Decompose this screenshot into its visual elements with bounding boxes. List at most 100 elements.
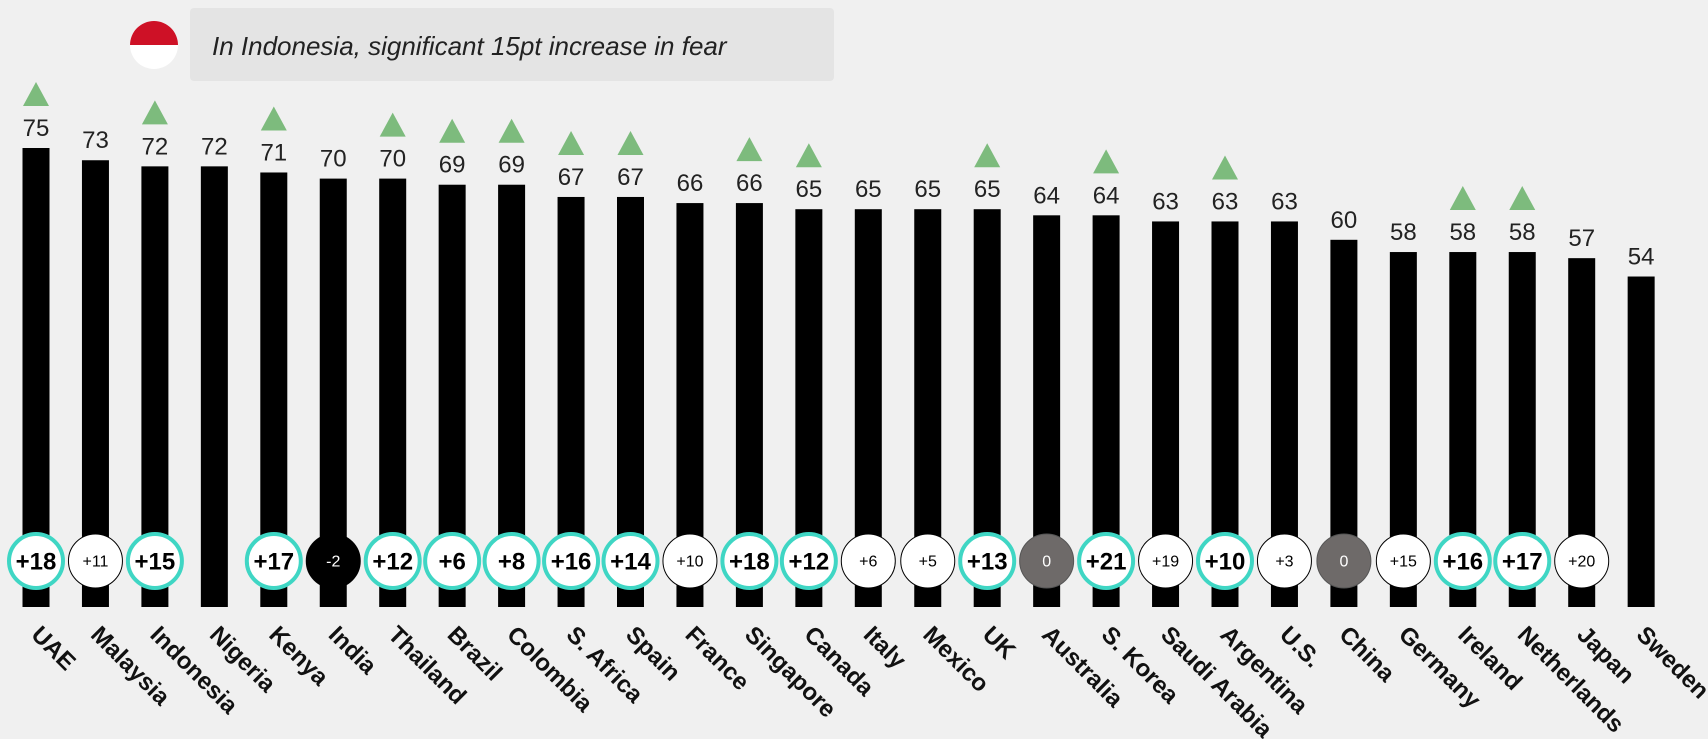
value-label: 70 bbox=[379, 146, 406, 173]
value-label: 65 bbox=[795, 176, 822, 203]
x-tick-label: Italy bbox=[858, 621, 912, 675]
significance-arrow bbox=[498, 118, 525, 143]
change-badge bbox=[1256, 533, 1312, 589]
change-badge bbox=[1196, 532, 1254, 590]
value-label: 64 bbox=[1033, 182, 1060, 209]
annotation: In Indonesia, significant 15pt increase … bbox=[212, 31, 728, 61]
change-badge bbox=[1554, 533, 1610, 589]
change-label: +6 bbox=[438, 548, 465, 575]
value-label: 71 bbox=[260, 139, 287, 166]
value-label: 65 bbox=[914, 176, 941, 203]
change-badge bbox=[840, 533, 896, 589]
value-label: 60 bbox=[1331, 207, 1358, 234]
significance-arrow bbox=[439, 118, 466, 143]
x-tick-label: UAE bbox=[26, 621, 81, 676]
change-label: 0 bbox=[1339, 554, 1348, 571]
change-label: +20 bbox=[1568, 554, 1595, 571]
value-label: 63 bbox=[1271, 188, 1298, 215]
change-badge bbox=[1433, 532, 1492, 590]
change-badge bbox=[1138, 533, 1194, 589]
value-label: 66 bbox=[677, 170, 704, 197]
change-badge bbox=[125, 532, 184, 590]
significance-arrow bbox=[974, 143, 1001, 168]
change-label: +6 bbox=[859, 554, 877, 571]
change-badge bbox=[720, 532, 779, 590]
bar bbox=[200, 166, 228, 608]
change-label: +10 bbox=[1205, 548, 1246, 575]
value-label: 67 bbox=[558, 164, 585, 191]
bar bbox=[81, 160, 109, 608]
change-badge bbox=[7, 532, 65, 590]
value-label: 58 bbox=[1449, 219, 1476, 246]
change-label: +17 bbox=[253, 548, 294, 575]
change-label: +13 bbox=[967, 548, 1008, 575]
change-badge bbox=[244, 532, 303, 590]
significance-arrow bbox=[23, 82, 49, 106]
change-label: +11 bbox=[82, 554, 108, 571]
change-label: +16 bbox=[1442, 548, 1483, 575]
change-label: +8 bbox=[498, 548, 525, 575]
x-tick-label: Mexico bbox=[918, 621, 995, 698]
change-badge bbox=[958, 532, 1017, 590]
change-badge bbox=[779, 532, 838, 590]
value-label: 66 bbox=[736, 170, 763, 197]
change-label: +5 bbox=[919, 554, 937, 571]
change-label: +12 bbox=[372, 548, 413, 575]
change-badge bbox=[67, 533, 123, 589]
change-label: +17 bbox=[1502, 548, 1543, 575]
change-badge bbox=[363, 532, 422, 590]
value-label: 54 bbox=[1628, 244, 1655, 271]
x-tick-label: China bbox=[1334, 621, 1401, 688]
value-label: 63 bbox=[1152, 188, 1179, 215]
change-badge bbox=[305, 533, 361, 589]
significance-arrow bbox=[260, 106, 287, 131]
significance-arrow bbox=[736, 137, 763, 162]
value-label: 69 bbox=[498, 152, 525, 179]
value-label: 65 bbox=[974, 176, 1001, 203]
change-badge bbox=[1316, 533, 1372, 589]
bar bbox=[22, 148, 50, 607]
annotation-box bbox=[190, 8, 834, 81]
value-label: 72 bbox=[201, 133, 228, 160]
change-label: +21 bbox=[1086, 548, 1127, 575]
change-label: +18 bbox=[729, 548, 770, 575]
value-label: 70 bbox=[320, 146, 347, 173]
change-label: +16 bbox=[551, 548, 592, 575]
significance-arrow bbox=[558, 130, 585, 155]
change-badge bbox=[542, 532, 601, 590]
value-label: 63 bbox=[1212, 188, 1239, 215]
value-label: 73 bbox=[82, 127, 109, 154]
significance-arrow bbox=[1212, 155, 1238, 180]
value-label: 58 bbox=[1390, 219, 1417, 246]
change-badge bbox=[900, 533, 956, 589]
change-badge bbox=[482, 532, 541, 590]
change-badge bbox=[1019, 533, 1075, 589]
value-label: 64 bbox=[1093, 182, 1120, 209]
change-label: 0 bbox=[1042, 554, 1051, 571]
x-tick-label: France bbox=[680, 621, 755, 696]
x-tick-label: U.S. bbox=[1274, 621, 1326, 673]
bar bbox=[1627, 276, 1655, 607]
value-label: 57 bbox=[1568, 225, 1595, 252]
significance-arrow bbox=[617, 130, 644, 155]
change-label: -2 bbox=[326, 554, 340, 571]
change-badge bbox=[1375, 533, 1431, 589]
change-badge bbox=[1077, 532, 1136, 590]
change-badge bbox=[601, 532, 660, 590]
change-label: +15 bbox=[1390, 554, 1417, 571]
value-label: 75 bbox=[23, 115, 50, 142]
significance-arrow bbox=[795, 143, 822, 168]
significance-arrow bbox=[1509, 186, 1536, 211]
change-label: +10 bbox=[676, 554, 703, 571]
change-badge bbox=[662, 533, 718, 589]
change-label: +19 bbox=[1152, 554, 1179, 571]
change-label: +14 bbox=[610, 548, 651, 575]
x-tick-label: UK bbox=[977, 621, 1021, 665]
value-label: 67 bbox=[617, 164, 644, 191]
value-label: 58 bbox=[1509, 219, 1536, 246]
change-label: +12 bbox=[788, 548, 829, 575]
change-label: +18 bbox=[16, 548, 57, 575]
change-badge bbox=[1493, 532, 1552, 590]
x-tick-label: Sweden bbox=[1631, 621, 1708, 704]
